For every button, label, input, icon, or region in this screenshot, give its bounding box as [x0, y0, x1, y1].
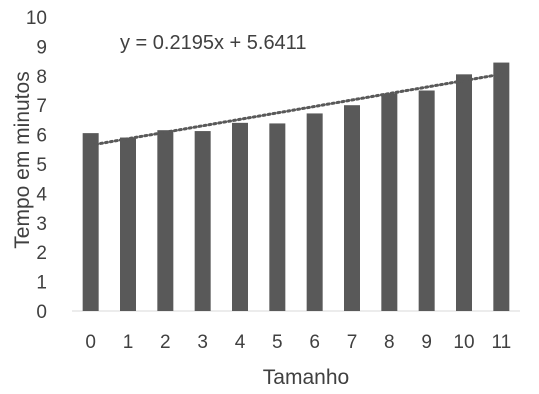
- trendline: [89, 72, 503, 147]
- bar: [418, 90, 435, 311]
- bar: [493, 62, 510, 311]
- x-tick-label: 11: [491, 332, 511, 353]
- y-tick-label: 2: [36, 243, 47, 264]
- x-tick-label: 1: [123, 332, 134, 353]
- bars: [82, 62, 510, 311]
- x-tick-label: 9: [421, 332, 432, 353]
- bar: [306, 113, 323, 311]
- trendline-line: [89, 72, 503, 147]
- y-tick-label: 3: [36, 214, 47, 235]
- y-tick-label: 10: [26, 8, 47, 29]
- x-tick-label: 7: [347, 332, 358, 353]
- y-tick-label: 9: [36, 37, 47, 58]
- x-tick-label: 2: [160, 332, 171, 353]
- bar: [120, 137, 136, 311]
- bar: [82, 133, 99, 311]
- bar: [344, 105, 360, 311]
- y-tick-label: 8: [36, 67, 47, 88]
- x-axis-label: Tamanho: [263, 366, 349, 389]
- y-tick-label: 6: [36, 126, 47, 147]
- x-tick-label: 0: [85, 332, 96, 353]
- bar: [456, 74, 472, 311]
- x-tick-label: 4: [235, 332, 246, 353]
- bar: [381, 93, 398, 311]
- y-tick-label: 1: [36, 273, 47, 294]
- y-tick-label: 0: [36, 302, 47, 323]
- y-tick-label: 4: [36, 184, 47, 205]
- x-tick-label: 5: [272, 332, 283, 353]
- y-tick-label: 7: [36, 96, 47, 117]
- axes: 0 1 2 3 4 5 6 7 8 9 10 0 1 2 3 4 5 6 7 8 9 10 11: [26, 8, 520, 353]
- bar: [194, 131, 211, 311]
- y-axis-label: Tempo em minutos: [11, 71, 34, 248]
- bar: [157, 130, 174, 311]
- bar: [232, 122, 248, 311]
- bar: [269, 123, 286, 311]
- x-tick-label: 10: [453, 332, 474, 353]
- x-tick-label: 8: [384, 332, 395, 353]
- labels: Tempo em minutos Tamanho y = 0.2195x + 5…: [11, 32, 349, 389]
- x-tick-label: 3: [197, 332, 208, 353]
- trendline-equation: y = 0.2195x + 5.6411: [120, 32, 306, 54]
- x-tick-label: 6: [309, 332, 320, 353]
- y-tick-label: 5: [36, 155, 47, 176]
